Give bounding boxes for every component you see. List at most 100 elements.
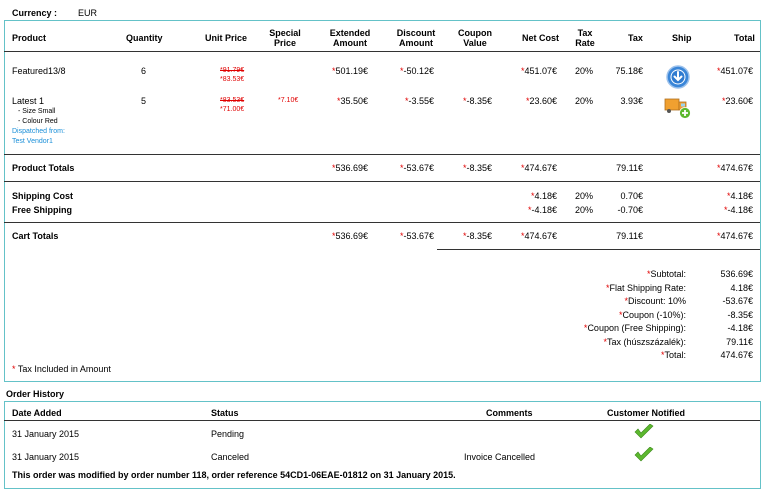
item-unit-price-old: *83.53€ bbox=[220, 97, 245, 104]
history-header-notified: Customer Notified bbox=[607, 408, 686, 418]
currency-label: Currency : bbox=[12, 8, 58, 18]
currency-value: EUR bbox=[78, 8, 98, 18]
free-shipping-net: *-4.18€ bbox=[527, 205, 557, 215]
summary-value: 79.11€ bbox=[726, 336, 753, 347]
item-discount-amount: *-3.55€ bbox=[404, 96, 434, 106]
header-unit-price: Unit Price bbox=[205, 33, 248, 43]
history-header-divider bbox=[4, 420, 760, 421]
item-tax-rate: 20% bbox=[575, 96, 594, 106]
summary-value: 536.69€ bbox=[720, 269, 753, 279]
cart-totals-net-cost: *474.67€ bbox=[520, 231, 557, 241]
header-coupon-value: Coupon Value bbox=[458, 28, 492, 48]
header-divider bbox=[4, 51, 760, 52]
item-unit-price: *71.00€ bbox=[220, 106, 245, 113]
summary-value: 474.67€ bbox=[720, 350, 753, 360]
order-history-title: Order History bbox=[6, 389, 65, 399]
history-row-status: Pending bbox=[211, 429, 245, 439]
header-net-cost: Net Cost bbox=[522, 33, 560, 43]
history-row-comments: Invoice Cancelled bbox=[464, 452, 536, 462]
summary-value: -8.35€ bbox=[727, 309, 753, 320]
item-option-size: - Size Small bbox=[18, 108, 56, 115]
item-tax: 3.93€ bbox=[620, 96, 643, 106]
header-extended-amount: Extended Amount bbox=[329, 28, 371, 48]
item-discount-amount: *-50.12€ bbox=[399, 66, 434, 76]
summary-label: *Tax (húszszázalék): bbox=[603, 336, 686, 347]
summary-value: -4.18€ bbox=[727, 323, 753, 333]
summary-value: 4.18€ bbox=[730, 282, 753, 293]
checkmark-icon bbox=[634, 423, 654, 440]
product-totals-coupon: *-8.35€ bbox=[462, 163, 492, 173]
item-extended-amount: *35.50€ bbox=[336, 96, 368, 106]
summary-label: *Coupon (Free Shipping): bbox=[583, 323, 686, 333]
header-total: Total bbox=[734, 33, 755, 43]
free-shipping-tax-rate: 20% bbox=[575, 205, 594, 215]
item-option-colour: - Colour Red bbox=[18, 118, 58, 125]
item-extended-amount: *501.19€ bbox=[331, 66, 368, 76]
summary-label: *Flat Shipping Rate: bbox=[605, 282, 686, 293]
history-row-date: 31 January 2015 bbox=[12, 452, 80, 462]
header-tax: Tax bbox=[628, 33, 643, 43]
order-modified-note: This order was modified by order number … bbox=[12, 470, 456, 480]
shipping-cost-total: *4.18€ bbox=[726, 191, 753, 201]
shipping-divider bbox=[4, 222, 760, 223]
shipping-cost-net: *4.18€ bbox=[530, 191, 557, 201]
history-header-comments: Comments bbox=[486, 408, 533, 418]
summary-label: *Subtotal: bbox=[646, 269, 686, 279]
cart-totals-coupon: *-8.35€ bbox=[462, 231, 492, 241]
item-quantity: 6 bbox=[141, 66, 147, 76]
download-arrow-icon[interactable] bbox=[666, 65, 690, 89]
shipping-truck-add-icon[interactable] bbox=[664, 96, 692, 120]
item-total: *451.07€ bbox=[716, 66, 753, 76]
item-net-cost: *451.07€ bbox=[520, 66, 557, 76]
header-tax-rate: Tax Rate bbox=[575, 28, 595, 48]
cart-totals-label: Cart Totals bbox=[12, 231, 59, 241]
totals-divider bbox=[4, 181, 760, 182]
order-totals-panel bbox=[4, 20, 761, 382]
history-row-date: 31 January 2015 bbox=[12, 429, 80, 439]
summary-value: -53.67€ bbox=[722, 296, 753, 306]
cart-totals-tax: 79.11€ bbox=[616, 231, 643, 241]
cart-totals-divider bbox=[437, 249, 760, 250]
item-unit-price: *83.53€ bbox=[220, 76, 245, 83]
item-quantity: 5 bbox=[141, 96, 147, 106]
item-special-price: *7.10€ bbox=[278, 97, 299, 104]
vendor-link[interactable]: Test Vendor1 bbox=[12, 138, 53, 145]
product-totals-label: Product Totals bbox=[12, 163, 75, 173]
free-shipping-label: Free Shipping bbox=[12, 205, 73, 215]
item-unit-price-old: *91.79€ bbox=[220, 67, 245, 74]
history-header-date: Date Added bbox=[12, 408, 62, 418]
header-ship: Ship bbox=[672, 33, 692, 43]
cart-totals-extended: *536.69€ bbox=[331, 231, 368, 241]
shipping-cost-label: Shipping Cost bbox=[12, 191, 73, 201]
product-totals-net-cost: *474.67€ bbox=[520, 163, 557, 173]
order-history-panel bbox=[4, 401, 761, 489]
header-special-price: Special Price bbox=[269, 28, 301, 48]
dispatched-label: Dispatched from: bbox=[12, 128, 65, 135]
product-totals-total: *474.67€ bbox=[716, 163, 753, 173]
summary-label: *Discount: 10% bbox=[624, 296, 686, 306]
header-discount-amount: Discount Amount bbox=[396, 28, 436, 48]
product-totals-extended: *536.69€ bbox=[331, 163, 368, 173]
item-coupon-value: *-8.35€ bbox=[462, 96, 492, 106]
free-shipping-total: *-4.18€ bbox=[723, 205, 753, 215]
header-quantity: Quantity bbox=[126, 33, 163, 43]
checkmark-icon bbox=[634, 446, 654, 463]
item-product-name: Featured13/8 bbox=[12, 66, 66, 76]
tax-note: * Tax Included in Amount bbox=[12, 364, 111, 374]
item-tax-rate: 20% bbox=[575, 66, 594, 76]
free-shipping-tax: -0.70€ bbox=[617, 205, 643, 215]
summary-label: *Total: bbox=[660, 350, 686, 360]
item-tax: 75.18€ bbox=[615, 66, 643, 76]
cart-totals-discount: *-53.67€ bbox=[399, 231, 434, 241]
item-net-cost: *23.60€ bbox=[525, 96, 557, 106]
product-totals-discount: *-53.67€ bbox=[399, 163, 434, 173]
history-header-status: Status bbox=[211, 408, 239, 418]
header-product: Product bbox=[12, 33, 47, 43]
items-divider bbox=[4, 154, 760, 155]
history-row-status: Canceled bbox=[211, 452, 250, 462]
cart-totals-total: *474.67€ bbox=[716, 231, 753, 241]
shipping-cost-tax-rate: 20% bbox=[575, 191, 594, 201]
summary-label: *Coupon (-10%): bbox=[618, 309, 686, 320]
product-totals-tax: 79.11€ bbox=[616, 163, 643, 173]
shipping-cost-tax: 0.70€ bbox=[620, 191, 643, 201]
